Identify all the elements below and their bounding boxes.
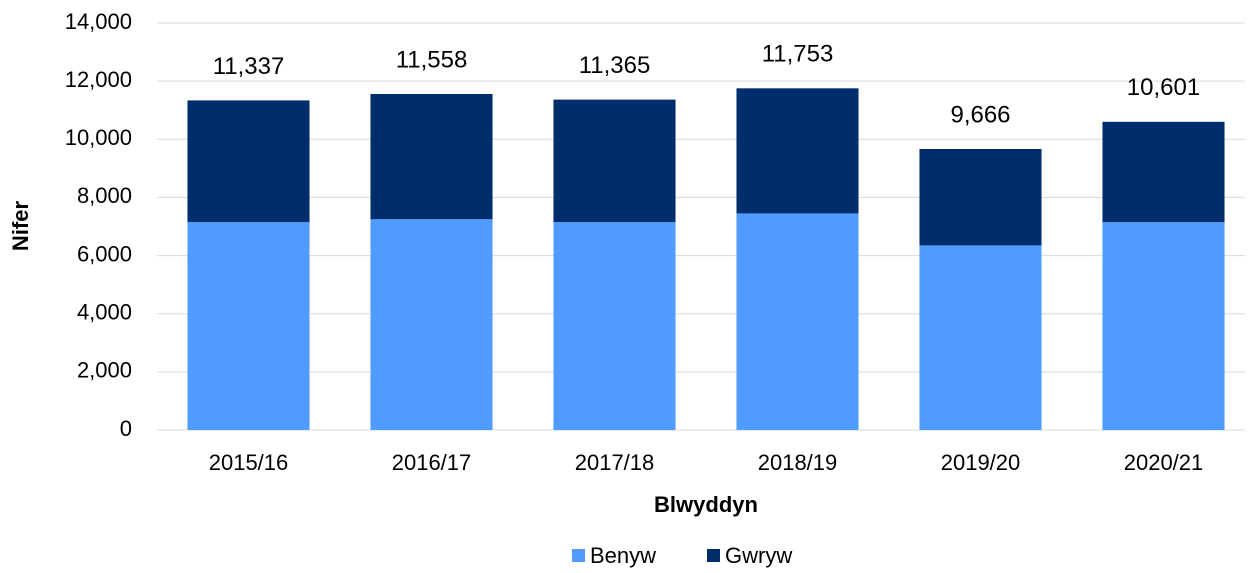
bar-segment	[553, 99, 676, 223]
total-label: 10,601	[1127, 74, 1200, 101]
x-tick-label: 2018/19	[758, 450, 838, 475]
bar-segment	[1102, 121, 1225, 223]
bar-segment	[736, 213, 859, 430]
y-axis-title: Nifer	[8, 201, 33, 252]
bar-segment	[187, 222, 310, 430]
legend-swatch	[707, 549, 720, 562]
y-tick-label: 0	[120, 416, 132, 441]
legend-swatch	[572, 549, 585, 562]
total-label: 11,558	[396, 46, 468, 73]
y-tick-label: 6,000	[77, 241, 132, 266]
bar-segment	[370, 93, 493, 220]
y-tick-label: 14,000	[65, 9, 132, 34]
x-tick-label: 2019/20	[941, 450, 1021, 475]
bar-segment	[919, 148, 1042, 246]
y-tick-label: 10,000	[65, 125, 132, 150]
bar-segment	[370, 219, 493, 430]
x-axis-title: Blwyddyn	[654, 492, 758, 517]
bar-segment	[919, 245, 1042, 430]
x-tick-label: 2017/18	[575, 450, 655, 475]
legend-label: Gwryw	[725, 543, 792, 568]
y-tick-label: 2,000	[77, 358, 132, 383]
bar-segment	[553, 222, 676, 430]
total-label: 11,365	[579, 52, 651, 79]
x-tick-label: 2016/17	[392, 450, 472, 475]
bar-segment	[1102, 222, 1225, 430]
x-tick-label: 2020/21	[1124, 450, 1204, 475]
y-tick-label: 8,000	[77, 183, 132, 208]
y-tick-label: 4,000	[77, 300, 132, 325]
bar-segment	[187, 100, 310, 223]
total-label: 11,337	[213, 53, 285, 80]
total-label: 11,753	[762, 41, 834, 68]
total-label: 9,666	[950, 101, 1010, 128]
x-tick-label: 2015/16	[209, 450, 289, 475]
y-tick-label: 12,000	[65, 67, 132, 92]
bar-segment	[736, 88, 859, 214]
legend-label: Benyw	[590, 543, 656, 568]
